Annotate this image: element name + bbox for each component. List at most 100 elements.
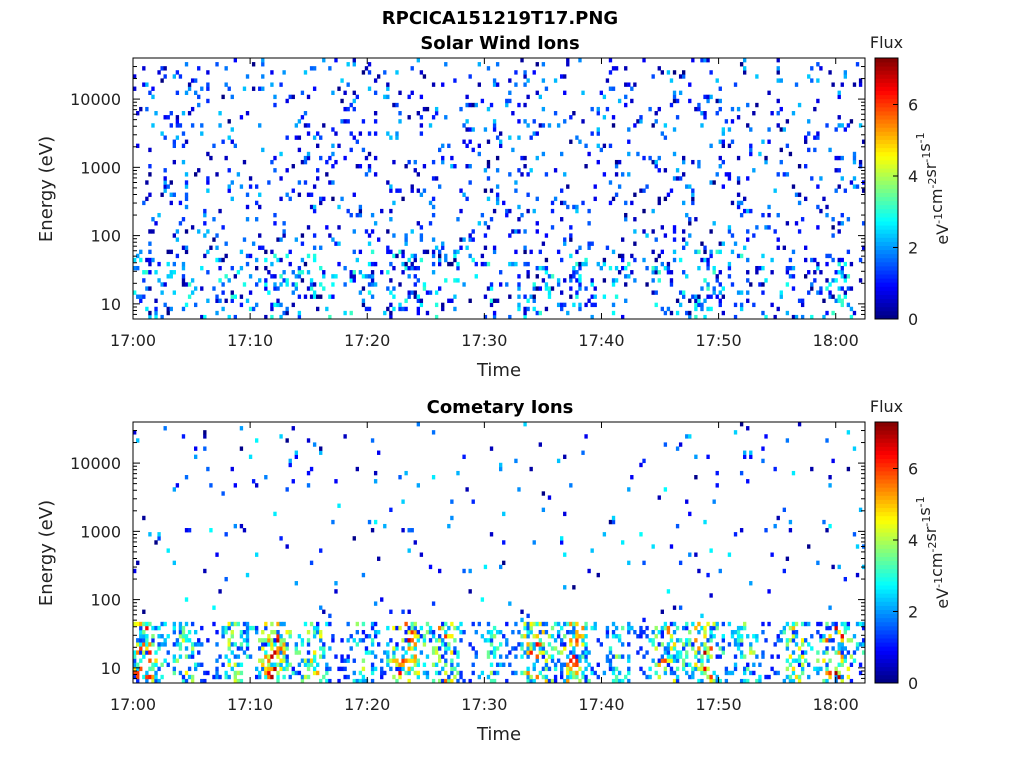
heatmap-cell <box>822 196 826 202</box>
heatmap-cell <box>273 511 277 517</box>
heatmap-cell <box>303 662 308 667</box>
heatmap-cell <box>148 257 152 263</box>
colorbar-segment <box>875 123 898 128</box>
heatmap-cell <box>489 298 494 303</box>
heatmap-cell <box>312 654 317 659</box>
heatmap-cell <box>236 670 241 676</box>
heatmap-cell <box>245 111 250 116</box>
heatmap-cell <box>373 131 378 136</box>
heatmap-cell <box>438 625 442 631</box>
heatmap-cell <box>831 217 835 222</box>
heatmap-cell <box>355 678 359 684</box>
heatmap-cell <box>151 217 155 222</box>
heatmap-cell <box>453 674 457 680</box>
heatmap-cell <box>700 670 704 676</box>
heatmap-cell <box>712 625 716 631</box>
heatmap-cell <box>136 642 140 647</box>
heatmap-cell <box>264 670 268 676</box>
heatmap-cell <box>547 495 552 500</box>
heatmap-cell <box>489 286 494 291</box>
heatmap-cell <box>367 131 372 136</box>
heatmap-cell <box>840 634 844 639</box>
heatmap-cell <box>148 249 152 255</box>
heatmap-cell <box>434 662 439 667</box>
heatmap-cell <box>675 523 680 529</box>
heatmap-cell <box>383 94 387 100</box>
heatmap-cell <box>334 589 338 594</box>
heatmap-cell <box>831 294 835 299</box>
heatmap-cell <box>663 168 668 173</box>
heatmap-cell <box>816 265 820 271</box>
heatmap-cell <box>712 180 716 185</box>
colorbar-segment <box>875 265 898 271</box>
heatmap-cell <box>654 302 658 308</box>
heatmap-cell <box>666 192 671 197</box>
heatmap-cell <box>139 294 143 299</box>
heatmap-cell <box>499 662 503 667</box>
heatmap-cell <box>523 294 527 299</box>
heatmap-cell <box>483 294 488 299</box>
heatmap-cell <box>706 58 710 63</box>
heatmap-cell <box>752 662 756 667</box>
heatmap-cell <box>184 196 189 202</box>
heatmap-cell <box>328 294 332 299</box>
heatmap-cell <box>261 74 265 79</box>
heatmap-cell <box>502 634 506 639</box>
heatmap-cell <box>200 678 204 684</box>
heatmap-cell <box>834 127 838 132</box>
heatmap-cell <box>370 270 375 275</box>
y-tick-label: 1000 <box>80 158 121 177</box>
heatmap-cell <box>727 642 732 647</box>
heatmap-cell <box>239 249 244 255</box>
heatmap-cell <box>575 135 579 140</box>
heatmap-cell <box>849 654 854 659</box>
heatmap-cell <box>477 143 481 149</box>
heatmap-cell <box>492 654 497 659</box>
heatmap-cell <box>688 233 692 238</box>
heatmap-cell <box>312 670 317 676</box>
heatmap-cell <box>325 678 329 684</box>
heatmap-cell <box>672 229 677 234</box>
heatmap-cell <box>730 670 735 676</box>
heatmap-cell <box>645 265 649 271</box>
heatmap-cell <box>764 314 768 320</box>
heatmap-cell <box>840 286 844 291</box>
heatmap-cell <box>172 270 176 275</box>
heatmap-cell <box>590 548 594 553</box>
heatmap-cell <box>624 200 628 206</box>
heatmap-cell <box>526 78 530 83</box>
heatmap-cell <box>718 302 722 308</box>
heatmap-cell <box>187 111 192 116</box>
heatmap-cell <box>273 629 277 635</box>
heatmap-cell <box>248 176 253 181</box>
heatmap-cell <box>486 286 491 291</box>
heatmap-cell <box>828 290 832 295</box>
heatmap-cell <box>300 90 305 96</box>
heatmap-cell <box>413 629 417 635</box>
heatmap-cell <box>425 310 430 316</box>
heatmap-cell <box>611 66 616 71</box>
heatmap-cell <box>703 650 707 655</box>
heatmap-cell <box>468 568 472 574</box>
heatmap-cell <box>608 646 613 651</box>
heatmap-cell <box>630 98 634 104</box>
heatmap-cell <box>133 674 137 680</box>
colorbar-segment <box>875 294 898 300</box>
heatmap-cell <box>416 172 420 177</box>
heatmap-cell <box>730 634 735 639</box>
heatmap-cell <box>398 90 402 96</box>
heatmap-cell <box>233 662 237 667</box>
heatmap-cell <box>508 90 512 96</box>
heatmap-cell <box>276 670 280 676</box>
heatmap-cell <box>181 143 186 149</box>
heatmap-cell <box>508 208 512 214</box>
heatmap-cell <box>194 642 198 647</box>
colorbar-segment <box>875 634 898 639</box>
heatmap-cell <box>495 62 500 67</box>
heatmap-cell <box>181 306 186 312</box>
heatmap-cell <box>560 188 564 193</box>
heatmap-cell <box>718 568 722 574</box>
heatmap-cell <box>444 257 448 263</box>
heatmap-cell <box>163 66 167 71</box>
heatmap-cell <box>797 422 802 427</box>
